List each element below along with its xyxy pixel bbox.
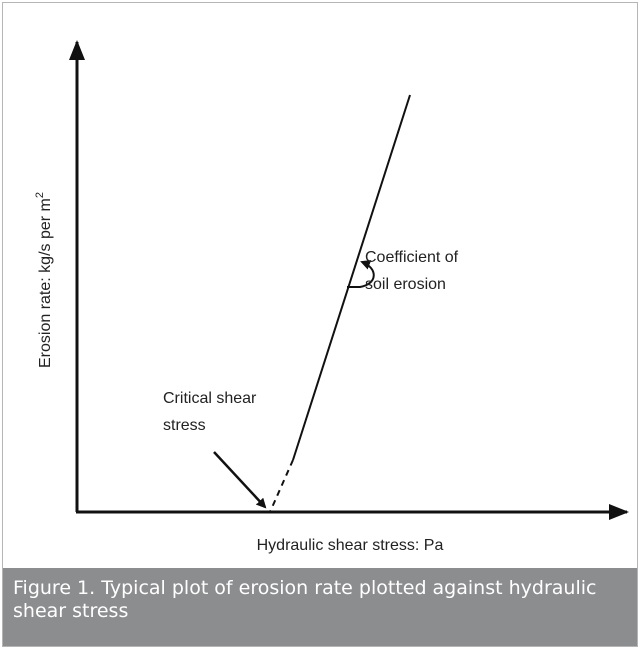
y-axis-label: Erosion rate: kg/s per m2 (34, 192, 54, 368)
x-axis-label: Hydraulic shear stress: Pa (257, 537, 444, 554)
diagram: Erosion rate: kg/s per m2 Hydraulic shea… (34, 40, 629, 554)
annotation: Critical shear (163, 390, 257, 407)
slope-arrow (347, 260, 375, 288)
caption: Figure 1. Typical plot of erosion rate p… (3, 568, 637, 646)
y-axis-label-text: Erosion rate: kg/s per m (37, 198, 54, 368)
annotation: soil erosion (365, 276, 446, 293)
annotation: Coefficient of (365, 249, 459, 266)
critical-arrow (213, 451, 267, 509)
extrapolated-line (269, 459, 294, 513)
annotation: stress (163, 417, 206, 434)
erosion-line (292, 94, 411, 461)
y-axis-label-superscript: 2 (34, 192, 46, 198)
